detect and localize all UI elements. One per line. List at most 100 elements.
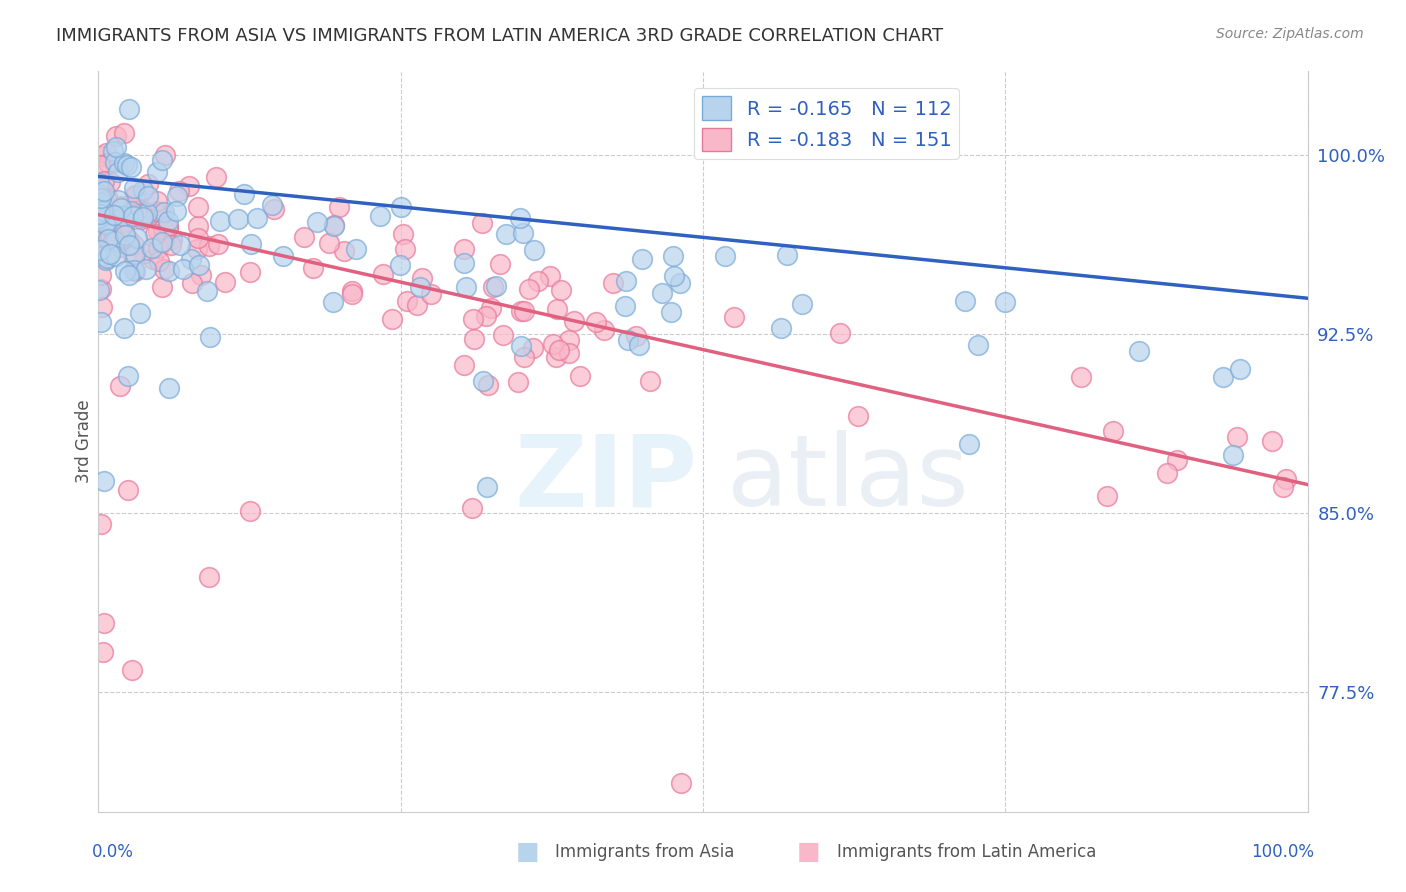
Point <box>1095 489 1118 503</box>
Point <box>848 409 870 424</box>
Point <box>638 375 661 389</box>
Point <box>495 227 517 241</box>
Point <box>373 268 395 282</box>
Point <box>120 161 142 175</box>
Point <box>94 145 117 160</box>
Point <box>117 158 139 172</box>
Point <box>128 305 150 319</box>
Point <box>118 268 141 282</box>
Point <box>232 187 254 202</box>
Point <box>89 191 111 205</box>
Point <box>569 368 592 383</box>
Point <box>510 304 533 318</box>
Point <box>392 227 415 241</box>
Text: Source: ZipAtlas.com: Source: ZipAtlas.com <box>1216 27 1364 41</box>
Point <box>153 235 176 249</box>
Point <box>187 219 209 233</box>
Point <box>114 320 136 334</box>
Point <box>114 264 136 278</box>
Point <box>122 263 145 277</box>
Point <box>97 156 120 170</box>
Point <box>955 294 977 309</box>
Point <box>512 226 534 240</box>
Point <box>186 242 208 256</box>
Point <box>125 198 148 212</box>
Point <box>409 280 432 294</box>
Point <box>180 276 202 290</box>
Point <box>150 279 173 293</box>
Point <box>117 368 139 383</box>
Point <box>150 235 173 249</box>
Point <box>89 207 111 221</box>
Point <box>461 500 484 515</box>
Point <box>239 236 262 251</box>
Point <box>538 269 561 284</box>
Point <box>149 204 172 219</box>
Point <box>526 274 548 288</box>
Point <box>1275 472 1298 486</box>
Text: 100.0%: 100.0% <box>1251 843 1315 861</box>
Point <box>93 230 115 244</box>
Point <box>271 249 294 263</box>
Point <box>659 305 682 319</box>
Point <box>617 333 640 347</box>
Text: Immigrants from Latin America: Immigrants from Latin America <box>837 843 1095 861</box>
Point <box>103 211 125 226</box>
Point <box>411 271 433 285</box>
Point <box>239 504 262 518</box>
Point <box>292 230 315 244</box>
Point <box>558 345 581 359</box>
Point <box>332 244 354 258</box>
Point <box>381 311 404 326</box>
Text: ■: ■ <box>797 840 820 863</box>
Point <box>157 381 180 395</box>
Point <box>389 258 412 272</box>
Point <box>723 310 745 324</box>
Point <box>94 207 117 221</box>
Point <box>131 212 153 227</box>
Point <box>94 253 117 268</box>
Point <box>90 282 112 296</box>
Point <box>1156 467 1178 481</box>
Point <box>492 327 515 342</box>
Point <box>127 230 149 244</box>
Point <box>135 261 157 276</box>
Point <box>98 224 121 238</box>
Point <box>1212 369 1234 384</box>
Point <box>112 226 135 240</box>
Point <box>127 203 149 218</box>
Point <box>97 217 120 231</box>
Point <box>195 285 218 299</box>
Point <box>214 275 236 289</box>
Point <box>107 234 129 248</box>
Point <box>87 177 110 191</box>
Point <box>110 201 132 215</box>
Point <box>1070 370 1092 384</box>
Point <box>103 208 125 222</box>
Point <box>153 147 176 161</box>
Point <box>263 202 285 217</box>
Point <box>107 240 129 254</box>
Point <box>93 174 115 188</box>
Point <box>97 232 120 246</box>
Point <box>957 437 980 451</box>
Point <box>114 227 136 242</box>
Point <box>90 268 112 283</box>
Point <box>1261 434 1284 449</box>
Point <box>461 311 484 326</box>
Point <box>103 234 125 248</box>
Point <box>513 304 536 318</box>
Point <box>111 220 134 235</box>
Point <box>368 209 391 223</box>
Point <box>121 209 143 223</box>
Point <box>769 321 792 335</box>
Point <box>98 229 121 244</box>
Point <box>124 247 146 261</box>
Point <box>187 231 209 245</box>
Point <box>198 239 221 253</box>
Point <box>631 252 654 266</box>
Point <box>792 297 814 311</box>
Point <box>111 236 134 251</box>
Point <box>96 252 118 266</box>
Point <box>117 238 139 252</box>
